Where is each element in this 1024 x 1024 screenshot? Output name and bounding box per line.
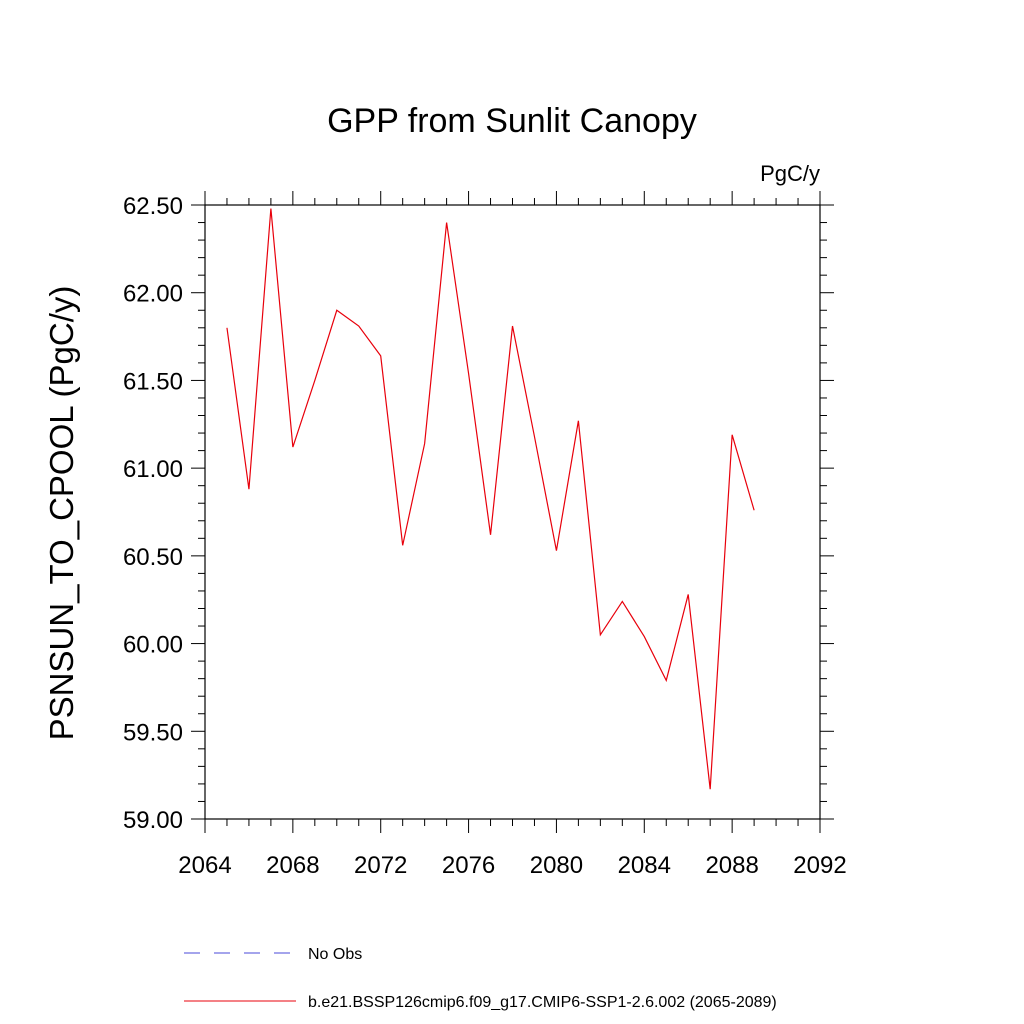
units-label: PgC/y bbox=[760, 161, 820, 186]
y-axis-label: PSNSUN_TO_CPOOL (PgC/y) bbox=[43, 286, 80, 741]
x-tick-label: 2080 bbox=[530, 852, 583, 879]
x-tick-label: 2088 bbox=[705, 852, 758, 879]
x-tick-label: 2064 bbox=[178, 852, 231, 879]
y-tick-label: 62.50 bbox=[123, 193, 183, 220]
chart-title: GPP from Sunlit Canopy bbox=[327, 102, 697, 140]
legend-label: No Obs bbox=[308, 946, 362, 963]
x-tick-label: 2084 bbox=[618, 852, 671, 879]
y-tick-label: 60.00 bbox=[123, 632, 183, 659]
y-tick-label: 61.50 bbox=[123, 368, 183, 395]
axes: 2064 2068 2072 2076 2080 2084 2088 2092 59.00 59.… bbox=[123, 191, 847, 879]
series-line bbox=[226, 208, 755, 790]
legend: No Obs b.e21.BSSP126cmip6.f09_g17.CMIP6-S… bbox=[184, 946, 777, 1011]
y-tick-label: 62.00 bbox=[123, 281, 183, 308]
x-tick-label: 2076 bbox=[442, 852, 495, 879]
y-tick-label: 60.50 bbox=[123, 544, 183, 571]
y-tick-label: 59.50 bbox=[123, 719, 183, 746]
x-tick-label: 2072 bbox=[354, 852, 407, 879]
y-tick-label: 59.00 bbox=[123, 807, 183, 834]
x-tick-label: 2092 bbox=[793, 852, 846, 879]
plot-series bbox=[226, 208, 755, 790]
y-tick-label: 61.00 bbox=[123, 456, 183, 483]
x-tick-label: 2068 bbox=[266, 852, 319, 879]
legend-label: b.e21.BSSP126cmip6.f09_g17.CMIP6-SSP1-2.… bbox=[308, 994, 777, 1011]
